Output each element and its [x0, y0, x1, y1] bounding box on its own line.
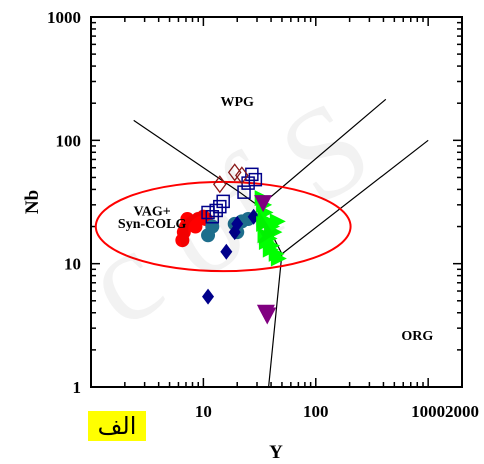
boundary-line — [133, 98, 387, 206]
triangle-right-marker — [270, 250, 287, 267]
data-points — [175, 163, 287, 325]
y-axis-title: Nb — [22, 190, 43, 214]
triangle-down-marker — [254, 195, 273, 213]
x-tick-label: 2000 — [445, 402, 479, 421]
y-tick-label: 10 — [64, 255, 81, 274]
region-label: ORG — [401, 329, 433, 344]
x-tick-label: 10 — [195, 402, 212, 421]
square-marker — [209, 203, 223, 218]
triangle-right-marker — [269, 213, 286, 230]
diamond-marker — [220, 243, 233, 260]
label-badge: الف — [88, 411, 146, 441]
y-tick-label: 100 — [56, 131, 82, 150]
region-label: WPG — [220, 95, 254, 110]
region-label: Syn-COLG — [118, 217, 187, 232]
triangle-down-marker — [258, 307, 277, 325]
y-tick-label: 1 — [73, 378, 82, 397]
diamond-marker — [231, 215, 244, 232]
y-tick-label: 1000 — [47, 8, 81, 27]
square-marker — [237, 185, 251, 199]
diamond-open-marker — [212, 175, 227, 194]
x-tick-labels: 10 100 1000 2000 — [195, 402, 479, 421]
square-marker — [216, 194, 230, 209]
diamond-open-marker — [227, 163, 242, 182]
triangle-right-marker — [256, 215, 273, 232]
region-labels: WPG VAG+Syn-COLG ORG — [118, 95, 433, 344]
triangle-right-marker — [262, 241, 279, 258]
square-marker — [248, 172, 263, 187]
diamond-open-marker — [235, 166, 249, 185]
region-label: VAG+ — [133, 205, 170, 220]
diamond-marker — [202, 288, 215, 305]
triangle-right-marker — [257, 227, 274, 244]
axis-ticks — [90, 17, 463, 388]
highlight-circle-group — [94, 180, 352, 273]
x-tick-label: 100 — [303, 402, 329, 421]
boundary-line — [281, 139, 429, 255]
plot-frame — [90, 16, 463, 388]
circle-marker — [205, 219, 220, 234]
y-tick-labels: 1 10 100 1000 — [47, 8, 81, 397]
boundary-line — [268, 253, 283, 388]
highlight-circle — [94, 180, 352, 273]
x-tick-label: 1000 — [411, 402, 445, 421]
x-axis-title: Y — [269, 442, 283, 463]
